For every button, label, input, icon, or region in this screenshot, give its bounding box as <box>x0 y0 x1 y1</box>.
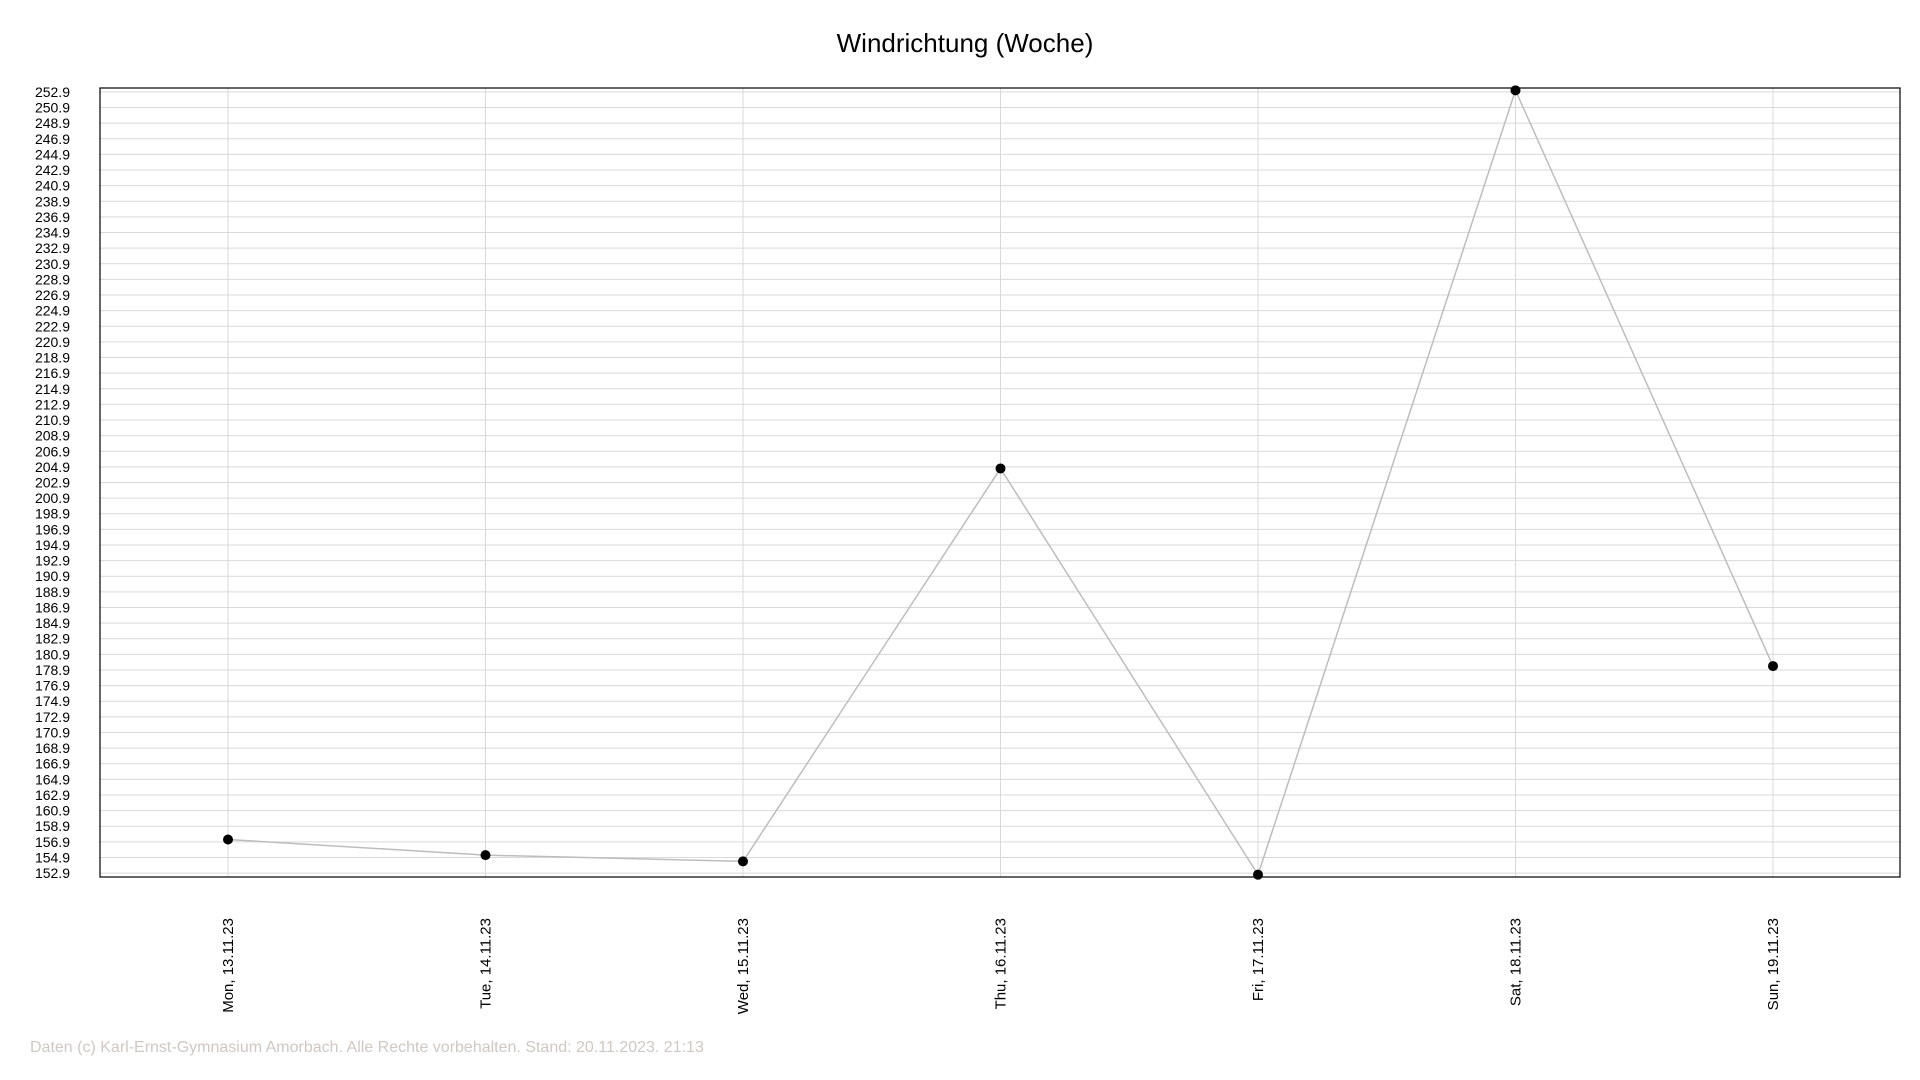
y-tick-label: 164.9 <box>35 771 70 787</box>
y-tick-label: 242.9 <box>35 162 70 178</box>
y-tick-label: 186.9 <box>35 599 70 615</box>
y-tick-label: 166.9 <box>35 756 70 772</box>
y-tick-label: 234.9 <box>35 225 70 241</box>
y-tick-label: 222.9 <box>35 318 70 334</box>
y-tick-label: 208.9 <box>35 428 70 444</box>
y-tick-label: 184.9 <box>35 615 70 631</box>
y-tick-label: 200.9 <box>35 490 70 506</box>
series <box>223 85 1778 880</box>
y-tick-label: 192.9 <box>35 553 70 569</box>
y-tick-label: 210.9 <box>35 412 70 428</box>
y-tick-label: 196.9 <box>35 521 70 537</box>
y-tick-label: 154.9 <box>35 849 70 865</box>
y-tick-label: 206.9 <box>35 443 70 459</box>
y-tick-label: 248.9 <box>35 115 70 131</box>
y-tick-label: 190.9 <box>35 568 70 584</box>
data-point <box>1510 85 1521 96</box>
y-tick-label: 168.9 <box>35 740 70 756</box>
y-tick-label: 158.9 <box>35 818 70 834</box>
y-tick-label: 170.9 <box>35 724 70 740</box>
y-tick-label: 188.9 <box>35 584 70 600</box>
data-point <box>995 463 1006 474</box>
y-tick-label: 182.9 <box>35 631 70 647</box>
y-tick-label: 226.9 <box>35 287 70 303</box>
y-axis-ticks: 152.9154.9156.9158.9160.9162.9164.9166.9… <box>35 84 70 881</box>
y-tick-label: 160.9 <box>35 803 70 819</box>
y-tick-label: 228.9 <box>35 271 70 287</box>
y-tick-label: 152.9 <box>35 865 70 881</box>
y-tick-label: 246.9 <box>35 131 70 147</box>
y-tick-label: 224.9 <box>35 303 70 319</box>
y-tick-label: 216.9 <box>35 365 70 381</box>
x-tick-label: Fri, 17.11.23 <box>1250 918 1267 1001</box>
y-tick-label: 198.9 <box>35 506 70 522</box>
y-tick-label: 172.9 <box>35 709 70 725</box>
y-tick-label: 236.9 <box>35 209 70 225</box>
chart-title: Windrichtung (Woche) <box>837 28 1094 58</box>
y-tick-label: 162.9 <box>35 787 70 803</box>
x-tick-label: Sat, 18.11.23 <box>1508 918 1525 1006</box>
y-tick-label: 220.9 <box>35 334 70 350</box>
y-tick-label: 244.9 <box>35 146 70 162</box>
y-tick-label: 252.9 <box>35 84 70 100</box>
data-point <box>480 850 491 861</box>
y-tick-label: 214.9 <box>35 381 70 397</box>
y-tick-label: 180.9 <box>35 646 70 662</box>
y-tick-label: 178.9 <box>35 662 70 678</box>
plot-frame <box>99 87 1901 878</box>
y-tick-label: 250.9 <box>35 100 70 116</box>
footer-copyright: Daten (c) Karl-Ernst-Gymnasium Amorbach.… <box>30 1039 704 1056</box>
y-tick-label: 230.9 <box>35 256 70 272</box>
x-tick-label: Sun, 19.11.23 <box>1765 918 1782 1010</box>
data-point <box>1253 869 1263 880</box>
data-point <box>738 856 748 867</box>
y-tick-label: 218.9 <box>35 350 70 366</box>
data-point <box>223 834 233 845</box>
x-axis-ticks: Mon, 13.11.23 Tue, 14.11.23 Wed, 15.11.23 T… <box>220 918 1782 1014</box>
data-point <box>1768 661 1778 672</box>
y-tick-label: 238.9 <box>35 193 70 209</box>
x-tick-label: Wed, 15.11.23 <box>735 918 752 1014</box>
x-tick-label: Mon, 13.11.23 <box>220 918 237 1013</box>
y-tick-label: 204.9 <box>35 459 70 475</box>
y-tick-label: 156.9 <box>35 834 70 850</box>
y-tick-label: 212.9 <box>35 396 70 412</box>
x-tick-label: Tue, 14.11.23 <box>478 918 495 1009</box>
y-tick-label: 240.9 <box>35 178 70 194</box>
grid <box>100 88 1900 877</box>
y-tick-label: 194.9 <box>35 537 70 553</box>
y-tick-label: 202.9 <box>35 475 70 491</box>
y-tick-label: 176.9 <box>35 678 70 694</box>
x-tick-label: Thu, 16.11.23 <box>993 918 1010 1009</box>
y-tick-label: 232.9 <box>35 240 70 256</box>
y-tick-label: 174.9 <box>35 693 70 709</box>
